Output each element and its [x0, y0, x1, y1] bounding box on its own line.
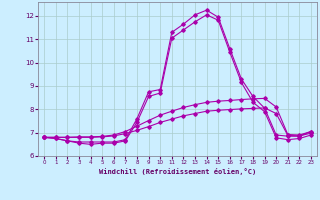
X-axis label: Windchill (Refroidissement éolien,°C): Windchill (Refroidissement éolien,°C)	[99, 168, 256, 175]
